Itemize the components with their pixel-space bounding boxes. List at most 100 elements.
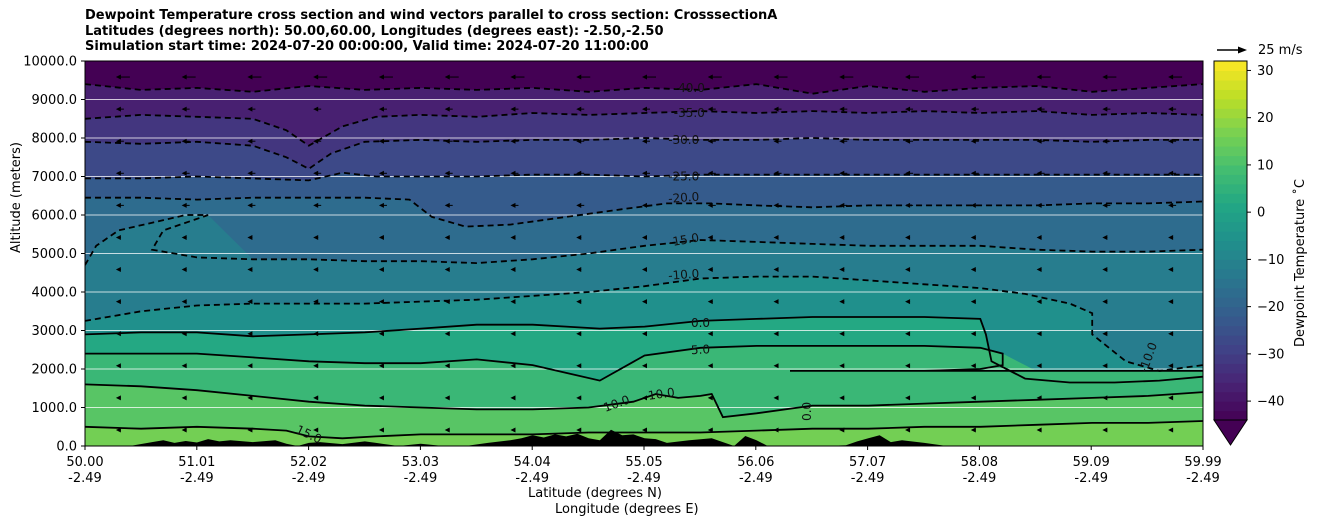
wind-vector-head bbox=[444, 74, 450, 80]
wind-vector-head bbox=[444, 234, 450, 240]
colorbar-segment bbox=[1214, 372, 1247, 383]
wind-vector-head bbox=[181, 106, 187, 112]
wind-vector-head bbox=[905, 74, 911, 80]
wind-vector-head bbox=[1102, 234, 1108, 240]
wind-vector-head bbox=[115, 331, 121, 337]
wind-vector-head bbox=[773, 170, 779, 176]
colorbar-segment bbox=[1214, 79, 1247, 90]
y-axis: 0.0 1000.0 2000.0 3000.0 4000.0 5000.0 6000.0 7… bbox=[23, 55, 85, 455]
wind-vector-head bbox=[642, 395, 647, 401]
wind-vector-head bbox=[839, 170, 845, 176]
wind-vector-head bbox=[1102, 106, 1108, 112]
wind-vector-head bbox=[839, 427, 845, 433]
wind-vector-head bbox=[313, 395, 319, 401]
wind-vector-head bbox=[1102, 299, 1108, 305]
wind-vector-head bbox=[378, 138, 384, 144]
quiver-key-arrow-head bbox=[1238, 46, 1247, 54]
wind-vector-head bbox=[378, 267, 384, 273]
wind-vector-head bbox=[839, 267, 845, 273]
wind-vector-head bbox=[707, 106, 713, 112]
y-tick-label: 6000.0 bbox=[32, 209, 78, 224]
wind-vector-head bbox=[378, 234, 384, 240]
wind-vector-head bbox=[576, 170, 582, 176]
contour-label: -30.0 bbox=[668, 133, 699, 147]
wind-vector-head bbox=[510, 267, 516, 273]
x-tick-label-lon: -2.49 bbox=[963, 471, 997, 486]
contour-line bbox=[85, 214, 1203, 266]
x-axis-label-longitude: Longitude (degrees E) bbox=[555, 502, 699, 517]
terrain-profile bbox=[85, 429, 1203, 446]
wind-vector-head bbox=[1168, 363, 1174, 369]
wind-vector-head bbox=[576, 202, 582, 208]
wind-vector-head bbox=[970, 106, 976, 112]
colorbar-segment bbox=[1214, 70, 1247, 81]
wind-vector-head bbox=[1168, 202, 1174, 208]
colorbar-extend-triangle bbox=[1213, 419, 1248, 446]
x-tick-label-lon: -2.49 bbox=[1074, 471, 1108, 486]
y-tick-label: 10000.0 bbox=[23, 55, 77, 70]
wind-vector-head bbox=[510, 202, 516, 208]
wind-vector-head bbox=[181, 427, 187, 433]
contour-line bbox=[85, 275, 1203, 372]
wind-vector-head bbox=[576, 395, 582, 401]
x-tick-label-lat: 51.01 bbox=[178, 455, 215, 470]
colorbar-tick-label: −30 bbox=[1257, 347, 1284, 362]
wind-vector-head bbox=[642, 267, 647, 273]
colorbar-segment bbox=[1214, 155, 1247, 166]
wind-vector-head bbox=[115, 395, 121, 401]
contour-line bbox=[85, 137, 1203, 170]
colorbar-segment bbox=[1214, 136, 1247, 147]
wind-vector-head bbox=[247, 427, 253, 433]
wind-vector-head bbox=[905, 267, 911, 273]
colorbar-label: Dewpoint Temperature ˚C bbox=[1293, 179, 1308, 347]
colorbar-segment bbox=[1214, 146, 1247, 157]
wind-vector-head bbox=[905, 363, 911, 369]
wind-vector-head bbox=[1036, 106, 1042, 112]
x-tick-label-lat: 50.00 bbox=[66, 455, 103, 470]
wind-vector-head bbox=[1102, 202, 1108, 208]
colorbar-segment bbox=[1214, 344, 1247, 355]
colorbar-segment bbox=[1214, 61, 1247, 72]
colorbar-segment bbox=[1214, 212, 1247, 223]
contour-label: -35.0 bbox=[674, 106, 705, 120]
wind-vector-head bbox=[247, 202, 253, 208]
wind-vector-head bbox=[247, 106, 253, 112]
wind-vector-head bbox=[313, 267, 319, 273]
colorbar-segment bbox=[1214, 240, 1247, 251]
wind-vector-head bbox=[773, 331, 779, 337]
wind-vector-head bbox=[1168, 234, 1174, 240]
y-tick-label: 8000.0 bbox=[32, 132, 78, 147]
wind-vector-head bbox=[773, 267, 779, 273]
wind-vector-head bbox=[313, 427, 319, 433]
wind-vector-head bbox=[905, 106, 911, 112]
wind-vector-head bbox=[970, 202, 976, 208]
wind-vector-head bbox=[970, 170, 976, 176]
wind-vector-head bbox=[444, 427, 450, 433]
colorbar-segment bbox=[1214, 391, 1247, 402]
colorbar-segment bbox=[1214, 401, 1247, 412]
wind-vector-head bbox=[247, 395, 253, 401]
wind-vector-head bbox=[839, 202, 845, 208]
contour-label: 5.0 bbox=[691, 342, 711, 357]
wind-vector-head bbox=[1102, 138, 1108, 144]
x-axis-label-latitude: Latitude (degrees N) bbox=[528, 486, 662, 501]
wind-vector-head bbox=[576, 427, 582, 433]
colorbar-segment bbox=[1214, 202, 1247, 213]
wind-vector-head bbox=[707, 170, 713, 176]
colorbar-segment bbox=[1214, 325, 1247, 336]
wind-vector-head bbox=[1102, 363, 1108, 369]
wind-vector-head bbox=[1036, 74, 1042, 80]
wind-vector-head bbox=[707, 74, 713, 80]
wind-vector-head bbox=[444, 267, 450, 273]
quiver-key bbox=[1217, 46, 1247, 54]
contour-label: 0.0 bbox=[691, 316, 710, 330]
y-tick-label: 1000.0 bbox=[32, 401, 78, 416]
grid-lines bbox=[85, 99, 1203, 408]
y-tick-label: 3000.0 bbox=[32, 324, 78, 339]
wind-vector-head bbox=[1168, 74, 1174, 80]
x-tick-label-lon: -2.49 bbox=[739, 471, 773, 486]
colorbar-segment bbox=[1214, 193, 1247, 204]
colorbar-tick-label: −10 bbox=[1257, 253, 1284, 268]
x-tick-label-lon: -2.49 bbox=[1186, 471, 1220, 486]
colorbar-segment bbox=[1214, 98, 1247, 109]
